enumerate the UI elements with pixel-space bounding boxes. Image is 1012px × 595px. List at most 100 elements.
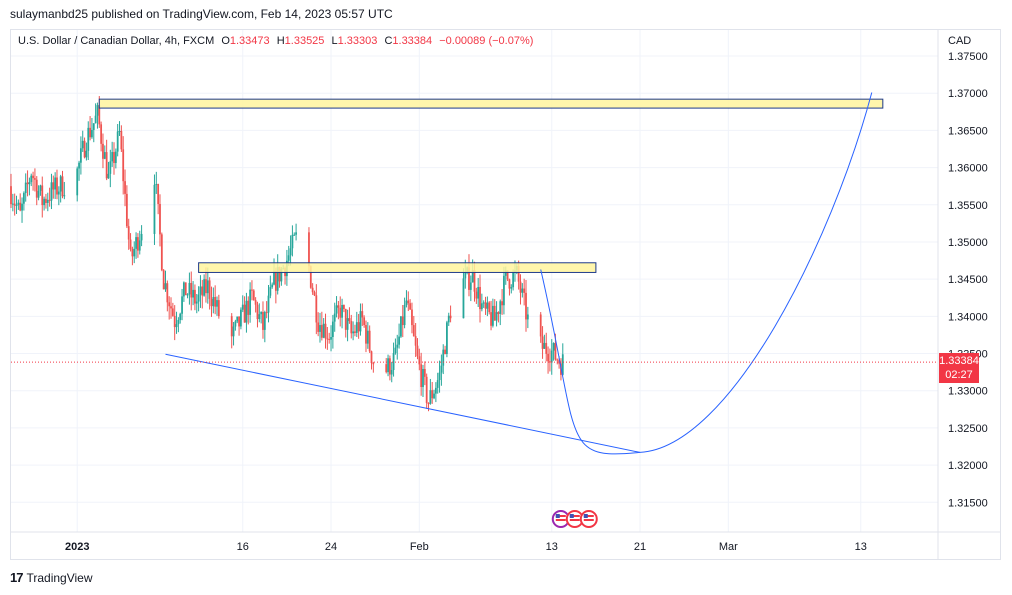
- y-tick-label: 1.31500: [948, 497, 988, 509]
- legend-symbol[interactable]: U.S. Dollar / Canadian Dollar, 4h, FXCM: [18, 35, 215, 47]
- candle-body: [208, 280, 211, 299]
- flag-canton: [555, 514, 560, 518]
- candle-body: [319, 325, 321, 332]
- candle-body: [510, 287, 513, 289]
- candle-body: [140, 233, 143, 241]
- candle-body: [550, 350, 553, 363]
- candle-body: [159, 203, 161, 235]
- candle-body: [352, 331, 355, 334]
- candle-body: [547, 353, 549, 362]
- candle-body: [197, 294, 200, 302]
- candle-body: [394, 347, 397, 354]
- candle-body: [423, 369, 426, 377]
- resistance-zone-middle: [198, 262, 597, 273]
- candle-body: [127, 226, 130, 240]
- candle-body: [155, 184, 158, 186]
- flag-canton: [569, 514, 574, 518]
- candle-body: [444, 349, 446, 354]
- candle-body: [102, 143, 104, 159]
- candle-body: [328, 338, 331, 340]
- candle-body: [368, 330, 371, 352]
- candle-body: [173, 315, 176, 328]
- y-tick-label: 1.36000: [948, 163, 988, 175]
- candle-body: [10, 186, 12, 205]
- candle-body: [109, 161, 112, 174]
- candle-series: [10, 96, 564, 412]
- candle-body: [15, 204, 18, 206]
- candle-body: [504, 270, 507, 276]
- tradingview-logo[interactable]: 17 TradingView: [10, 570, 93, 585]
- x-tick-label: 24: [325, 541, 337, 553]
- candle-body: [276, 267, 279, 291]
- candle-body: [422, 369, 424, 388]
- candle-body: [343, 305, 345, 310]
- candle-body: [287, 255, 290, 261]
- candle-body: [400, 316, 402, 337]
- candle-body: [164, 283, 167, 290]
- candle-body: [471, 270, 474, 283]
- candle-body: [32, 175, 34, 179]
- candle-body: [192, 289, 194, 298]
- support-trendline: [165, 353, 641, 453]
- candle-body: [24, 182, 27, 194]
- candle-body: [57, 191, 60, 195]
- candle-body: [238, 316, 240, 327]
- candle-body: [541, 336, 544, 349]
- candle-body: [291, 234, 294, 249]
- candle-body: [407, 300, 410, 304]
- last-price-tag: 1.33384 02:27: [939, 353, 979, 383]
- y-tick-label: 1.35500: [948, 200, 988, 212]
- candle-body: [41, 185, 44, 206]
- candle-body: [179, 313, 182, 320]
- candle-body: [480, 303, 483, 310]
- legend-change-value: −0.00089 (−0.07%): [439, 35, 534, 47]
- candle-body: [17, 202, 20, 205]
- candle-body: [554, 343, 557, 360]
- candle-body: [361, 311, 364, 318]
- candle-body: [258, 314, 261, 320]
- candle-body: [252, 290, 255, 301]
- y-tick-label: 1.35000: [948, 237, 988, 249]
- flag-stripe: [583, 515, 594, 517]
- chart-frame: [10, 29, 1001, 560]
- candle-body: [118, 130, 121, 132]
- candle-body: [431, 390, 434, 399]
- candle-body: [438, 372, 441, 381]
- candle-body: [331, 321, 334, 338]
- candle-body: [449, 315, 452, 319]
- candle-body: [543, 342, 546, 349]
- candle-body: [241, 304, 244, 310]
- candle-body: [346, 318, 349, 330]
- candle-body: [83, 140, 86, 158]
- candle-body: [348, 318, 351, 322]
- candle-body: [517, 265, 520, 282]
- candle-body: [78, 162, 80, 169]
- candle-body: [89, 127, 91, 138]
- candle-body: [488, 302, 491, 313]
- candle-body: [473, 270, 476, 292]
- candle-body: [171, 308, 174, 316]
- candle-body: [103, 152, 106, 159]
- candle-body: [230, 316, 233, 337]
- resistance-zone-upper: [98, 98, 884, 109]
- candle-body: [341, 305, 343, 318]
- x-tick-label: Mar: [719, 541, 738, 553]
- candle-body: [366, 330, 369, 344]
- x-tick-label: 13: [546, 541, 558, 553]
- candle-body: [416, 345, 419, 357]
- candle-body: [324, 323, 327, 339]
- candle-body: [468, 267, 470, 290]
- candle-body: [295, 232, 297, 235]
- candle-body: [390, 370, 393, 375]
- candle-body: [177, 319, 180, 325]
- candle-body: [135, 237, 137, 249]
- candle-body: [210, 298, 213, 307]
- tradingview-brand: TradingView: [26, 570, 93, 585]
- candle-body: [21, 203, 23, 211]
- projection-curve: [540, 92, 873, 455]
- candle-body: [409, 303, 412, 310]
- candle-body: [153, 184, 156, 234]
- candle-body: [94, 115, 97, 124]
- candle-body: [525, 292, 527, 320]
